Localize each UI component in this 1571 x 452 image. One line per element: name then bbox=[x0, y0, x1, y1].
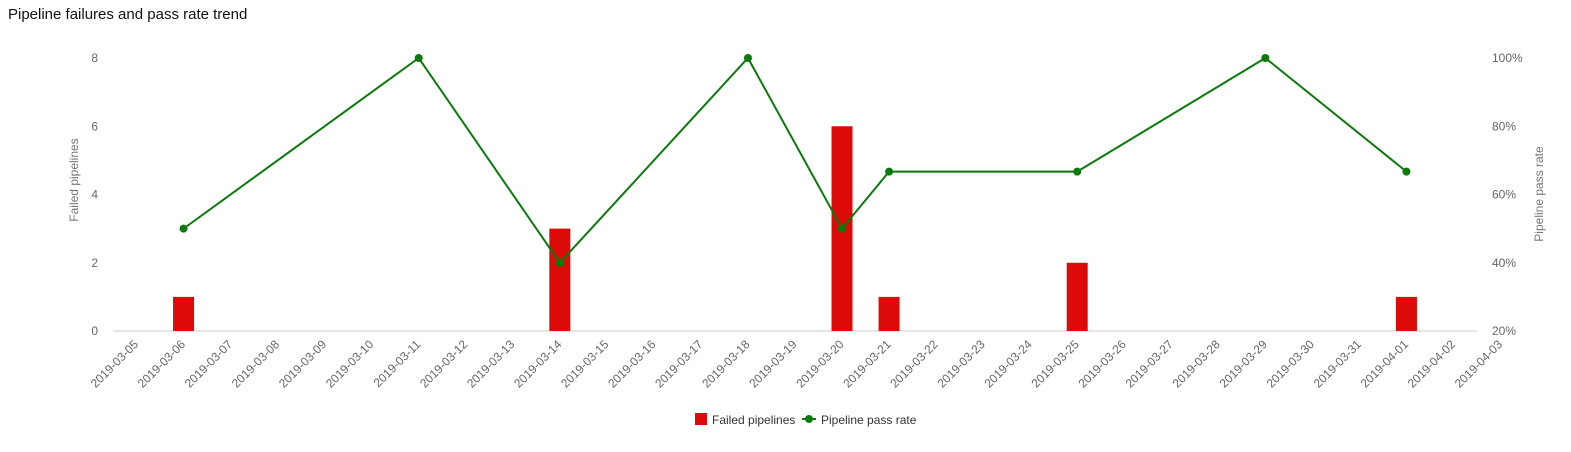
bar bbox=[878, 296, 900, 331]
legend[interactable]: Failed pipelines Pipeline pass rate bbox=[695, 413, 917, 427]
y-tick-label: 2 bbox=[91, 256, 98, 270]
x-tick-label: 2019-03-14 bbox=[511, 337, 565, 391]
x-tick-label: 2019-03-12 bbox=[417, 337, 471, 391]
point bbox=[1402, 167, 1411, 176]
bar-series bbox=[173, 126, 1417, 331]
line-series bbox=[179, 54, 1411, 267]
point bbox=[1073, 167, 1082, 176]
x-tick-label: 2019-03-16 bbox=[605, 337, 659, 391]
x-tick-label: 2019-03-07 bbox=[182, 337, 236, 391]
x-tick-label: 2019-03-11 bbox=[371, 337, 424, 390]
point bbox=[555, 258, 564, 267]
x-tick-label: 2019-03-05 bbox=[88, 337, 142, 391]
x-tick-label: 2019-03-10 bbox=[323, 337, 377, 391]
x-tick-label: 2019-03-30 bbox=[1264, 337, 1318, 391]
bar bbox=[173, 296, 195, 331]
axis-titles: Failed pipelines Pipeline pass rate bbox=[67, 138, 1546, 241]
x-tick-label: 2019-03-18 bbox=[699, 337, 753, 391]
x-tick-label: 2019-03-23 bbox=[934, 337, 988, 391]
x-tick-label: 2019-04-03 bbox=[1452, 337, 1506, 391]
x-tick-label: 2019-03-08 bbox=[229, 337, 283, 391]
x-tick-label: 2019-03-15 bbox=[558, 337, 612, 391]
bar bbox=[1066, 262, 1088, 331]
x-tick-label: 2019-03-25 bbox=[1029, 337, 1083, 391]
x-tick-label: 2019-03-06 bbox=[135, 337, 189, 391]
x-tick-label: 2019-03-26 bbox=[1076, 337, 1130, 391]
point bbox=[179, 224, 188, 233]
legend-label-pass-rate[interactable]: Pipeline pass rate bbox=[821, 413, 917, 427]
x-tick-label: 2019-03-24 bbox=[981, 337, 1035, 391]
x-tick-label: 2019-03-17 bbox=[652, 337, 706, 391]
x-tick-label: 2019-03-31 bbox=[1311, 337, 1365, 391]
y-axis-left: 0 2 4 6 8 bbox=[91, 51, 98, 338]
point bbox=[838, 224, 847, 233]
y-tick-label: 0 bbox=[91, 324, 98, 338]
x-tick-label: 2019-03-29 bbox=[1217, 337, 1271, 391]
x-tick-label: 2019-03-28 bbox=[1170, 337, 1224, 391]
bar bbox=[1395, 296, 1417, 331]
y2-tick-label: 80% bbox=[1492, 119, 1516, 133]
chart-title: Pipeline failures and pass rate trend bbox=[8, 6, 248, 23]
y2-axis-title: Pipeline pass rate bbox=[1532, 146, 1546, 242]
x-axis-labels: 2019-03-052019-03-062019-03-072019-03-08… bbox=[88, 337, 1506, 391]
bar bbox=[549, 228, 571, 331]
x-tick-label: 2019-03-22 bbox=[887, 337, 941, 391]
legend-label-failed[interactable]: Failed pipelines bbox=[712, 413, 795, 427]
x-tick-label: 2019-03-27 bbox=[1123, 337, 1177, 391]
y2-tick-label: 20% bbox=[1492, 324, 1516, 338]
legend-swatch-failed bbox=[695, 413, 707, 425]
point bbox=[1261, 54, 1270, 62]
x-tick-label: 2019-03-19 bbox=[746, 337, 800, 391]
y2-tick-label: 60% bbox=[1492, 188, 1516, 202]
y-tick-label: 8 bbox=[91, 51, 98, 65]
point bbox=[885, 167, 894, 176]
x-tick-label: 2019-03-20 bbox=[793, 337, 847, 391]
x-tick-label: 2019-04-02 bbox=[1405, 337, 1459, 391]
x-tick-label: 2019-03-09 bbox=[276, 337, 330, 391]
y2-tick-label: 100% bbox=[1492, 51, 1523, 65]
y-axis-title: Failed pipelines bbox=[67, 138, 81, 221]
series-line bbox=[182, 56, 1408, 265]
y-axis-right: 20% 40% 60% 80% 100% bbox=[1492, 51, 1523, 338]
legend-marker-pass-rate bbox=[805, 415, 813, 423]
x-tick-label: 2019-03-13 bbox=[464, 337, 518, 391]
point bbox=[414, 54, 423, 62]
y-tick-label: 4 bbox=[91, 188, 98, 202]
y2-tick-label: 40% bbox=[1492, 256, 1516, 270]
x-tick-label: 2019-04-01 bbox=[1358, 337, 1412, 391]
point bbox=[743, 54, 752, 62]
y-tick-label: 6 bbox=[91, 119, 98, 133]
x-tick-label: 2019-03-21 bbox=[840, 337, 894, 391]
